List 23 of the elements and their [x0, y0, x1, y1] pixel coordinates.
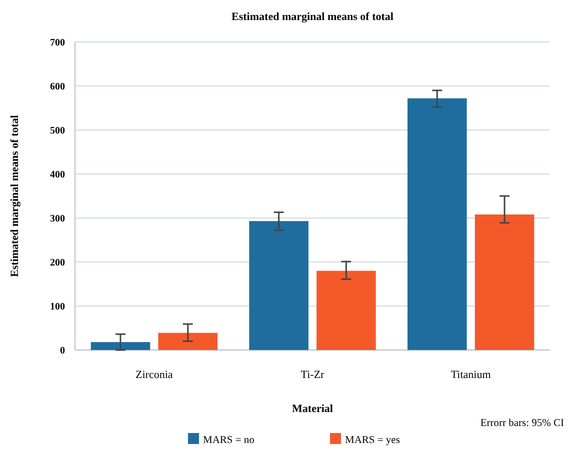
bar: [316, 270, 376, 350]
text: Errorr bars: 95% CI: [480, 418, 564, 429]
x-tick-label: Ti-Zr: [300, 369, 325, 381]
y-tick-label: 0: [60, 346, 65, 356]
y-tick-label: 200: [50, 258, 65, 268]
bar: [474, 214, 534, 350]
x-tick-label: Zirconia: [136, 369, 173, 381]
y-tick-label: 400: [50, 170, 65, 180]
bar: [90, 342, 150, 350]
y-tick-label: 500: [50, 126, 65, 136]
legend-label: MARS = yes: [345, 435, 400, 446]
bar: [249, 221, 308, 350]
x-tick-label: Titanium: [450, 369, 492, 381]
y-tick-label: 300: [50, 214, 65, 224]
x-axis-title: Material: [292, 403, 333, 415]
y-tick-label: 600: [50, 82, 65, 92]
y-tick-label: 100: [50, 302, 65, 312]
bar: [158, 332, 218, 350]
bar: [408, 98, 467, 350]
chart-title: Estimated marginal means of total: [232, 11, 394, 23]
y-axis-title: Estimated marginal means of total: [9, 115, 21, 277]
y-tick-label: 700: [50, 38, 65, 48]
legend-label: MARS = no: [203, 435, 254, 446]
